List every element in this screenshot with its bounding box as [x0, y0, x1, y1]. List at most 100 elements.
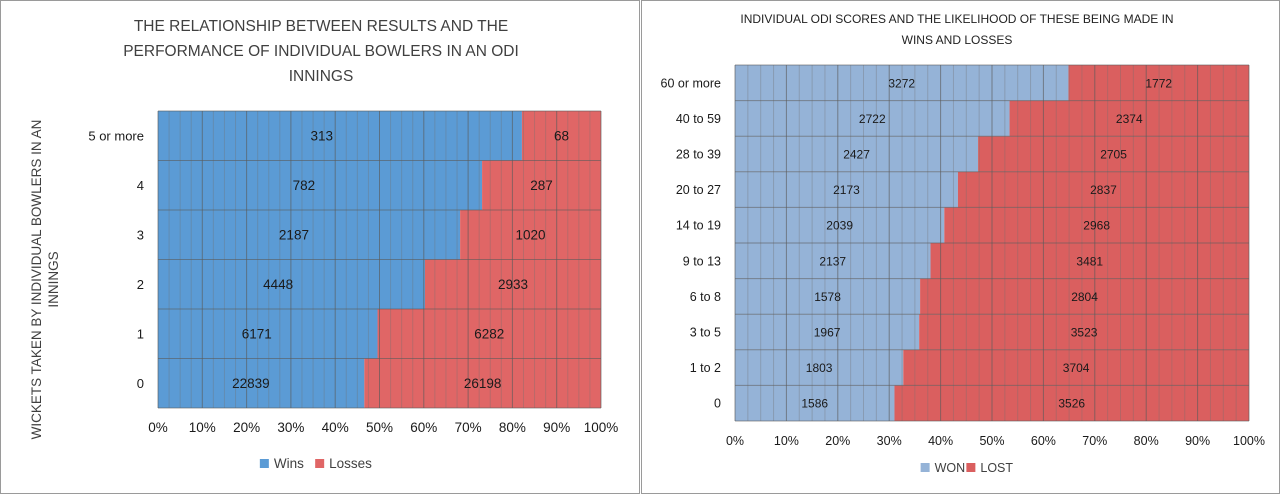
scores-bar-won	[735, 243, 931, 279]
category-label: 2	[137, 277, 144, 292]
scores-bar-won	[735, 171, 958, 208]
data-label-won: 1586	[801, 397, 828, 411]
gridlines	[157, 110, 602, 409]
wickets-bar-losses	[521, 111, 601, 161]
legend-swatch-wins	[259, 459, 269, 468]
gridlines	[734, 64, 1250, 422]
data-label-wins: 782	[293, 178, 316, 193]
x-tick-label: 20%	[825, 434, 850, 448]
x-tick-label: 70%	[455, 420, 482, 435]
scores-bar-lost	[919, 314, 1249, 350]
x-tick-label: 100%	[1233, 434, 1265, 448]
legend-label-losses: Losses	[329, 456, 372, 471]
data-label-lost: 2804	[1071, 290, 1098, 304]
y-axis-title-line: WICKETS TAKEN BY INDIVIDUAL BOWLERS IN A…	[29, 120, 44, 440]
data-label-wins: 22839	[232, 376, 270, 391]
data-label-losses: 26198	[464, 376, 502, 391]
category-label: 3 to 5	[690, 326, 721, 340]
data-label-won: 1967	[814, 326, 841, 340]
x-tick-label: 20%	[233, 420, 260, 435]
data-label-lost: 2837	[1090, 183, 1117, 197]
category-label: 4	[137, 178, 144, 193]
scores-bar-lost	[930, 243, 1249, 279]
scores-bar-lost	[1009, 100, 1249, 137]
legend-swatch-losses	[315, 459, 325, 468]
data-label-won: 2137	[819, 254, 846, 268]
x-tick-label: 10%	[774, 434, 799, 448]
x-tick-label: 70%	[1082, 434, 1107, 448]
data-label-lost: 3526	[1058, 397, 1085, 411]
legend-label-won: WON	[935, 461, 966, 475]
x-tick-label: 90%	[543, 420, 570, 435]
chart-title-line: THE RELATIONSHIP BETWEEN RESULTS AND THE	[134, 18, 508, 35]
category-label: 40 to 59	[676, 112, 721, 126]
data-label-won: 2039	[826, 219, 853, 233]
data-label-wins: 6171	[242, 326, 272, 341]
data-label-losses: 287	[530, 178, 553, 193]
data-label-lost: 3523	[1071, 326, 1098, 340]
legend-swatch-lost	[966, 463, 976, 472]
wickets-bar-losses	[364, 358, 601, 408]
wickets-bar-wins	[158, 210, 461, 260]
x-tick-label: 60%	[1031, 434, 1056, 448]
category-label: 0	[137, 376, 144, 391]
category-label: 9 to 13	[683, 254, 721, 268]
x-tick-label: 100%	[584, 420, 619, 435]
data-label-won: 2173	[833, 183, 860, 197]
category-label: 5 or more	[88, 128, 144, 143]
category-label: 6 to 8	[690, 290, 721, 304]
x-tick-label: 0%	[726, 434, 744, 448]
data-label-won: 2722	[859, 112, 886, 126]
data-label-lost: 2968	[1083, 219, 1110, 233]
wickets-bar-wins	[158, 160, 483, 210]
scores-bar-lost	[920, 278, 1249, 315]
scores-bar-won	[735, 314, 920, 350]
data-label-lost: 2374	[1116, 112, 1143, 126]
scores-bar-won	[735, 136, 979, 172]
category-label: 14 to 19	[676, 219, 721, 233]
chart-title-line: PERFORMANCE OF INDIVIDUAL BOWLERS IN AN …	[123, 43, 519, 60]
x-tick-label: 40%	[928, 434, 953, 448]
category-label: 1 to 2	[690, 361, 721, 375]
legend-label-lost: LOST	[980, 461, 1013, 475]
scores-bar-lost	[894, 385, 1249, 421]
data-label-lost: 3704	[1063, 361, 1090, 375]
legend-swatch-won	[920, 463, 930, 472]
data-label-wins: 2187	[279, 227, 309, 242]
chart-title-line: INNINGS	[289, 68, 354, 85]
chart-title-line: WINS AND LOSSES	[902, 33, 1013, 47]
wickets-bar-wins	[158, 309, 378, 359]
wickets-bar-losses	[482, 160, 601, 210]
wickets-bar-losses	[460, 210, 601, 260]
x-tick-label: 80%	[1134, 434, 1159, 448]
scores-bar-lost	[1068, 65, 1249, 101]
data-label-wins: 313	[311, 128, 334, 143]
data-label-losses: 68	[554, 128, 569, 143]
scores-bar-lost	[957, 171, 1249, 208]
data-label-lost: 3481	[1076, 254, 1103, 268]
wickets-bar-losses	[377, 309, 601, 359]
y-axis-title-line: INNINGS	[46, 251, 61, 307]
scores-bar-won	[735, 385, 895, 421]
x-tick-label: 80%	[499, 420, 526, 435]
wickets-chart-panel: THE RELATIONSHIP BETWEEN RESULTS AND THE…	[0, 0, 640, 494]
scores-chart: INDIVIDUAL ODI SCORES AND THE LIKELIHOOD…	[661, 12, 1265, 475]
data-label-losses: 2933	[498, 277, 528, 292]
scores-chart-panel: INDIVIDUAL ODI SCORES AND THE LIKELIHOOD…	[641, 0, 1280, 494]
category-label: 1	[137, 326, 144, 341]
scores-bar-won	[735, 65, 1069, 101]
wickets-chart: THE RELATIONSHIP BETWEEN RESULTS AND THE…	[29, 18, 619, 471]
wickets-bar-wins	[158, 111, 522, 161]
x-tick-label: 10%	[189, 420, 216, 435]
category-label: 28 to 39	[676, 148, 721, 162]
x-tick-label: 0%	[148, 420, 168, 435]
scores-bar-lost	[903, 349, 1249, 386]
x-tick-label: 50%	[366, 420, 393, 435]
chart-title-line: INDIVIDUAL ODI SCORES AND THE LIKELIHOOD…	[740, 12, 1173, 26]
data-label-won: 1803	[806, 361, 833, 375]
data-label-won: 2427	[843, 148, 870, 162]
category-label: 0	[714, 397, 721, 411]
data-label-losses: 1020	[516, 227, 546, 242]
category-label: 3	[137, 227, 144, 242]
y-axis-title: WICKETS TAKEN BY INDIVIDUAL BOWLERS IN A…	[29, 120, 61, 440]
